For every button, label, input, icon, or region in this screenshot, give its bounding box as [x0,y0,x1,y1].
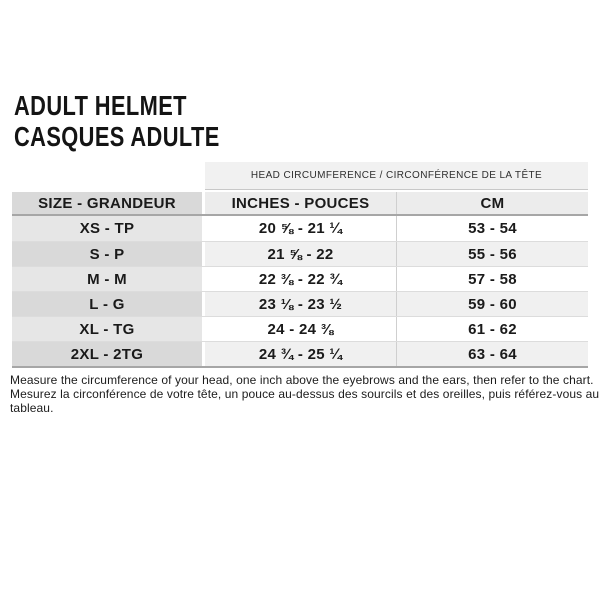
size-cell: L - G [12,292,205,316]
span-header-head-circumference: HEAD CIRCUMFERENCE / CIRCONFÉRENCE DE LA… [205,162,588,190]
size-cell: M - M [12,267,205,291]
cm-cell: 57 - 58 [396,267,588,291]
page-title: ADULT HELMET CASQUES ADULTE [14,90,220,152]
instruction-english: Measure the circumference of your head, … [10,373,594,387]
size-cell: 2XL - 2TG [12,342,205,366]
table-row-s: S - P 21 ⅝ - 22 55 - 56 [12,241,588,266]
inches-cell: 21 ⅝ - 22 [205,242,396,266]
table-row-xl: XL - TG 24 - 24 ⅜ 61 - 62 [12,316,588,341]
size-chart-table: HEAD CIRCUMFERENCE / CIRCONFÉRENCE DE LA… [12,162,588,368]
column-header-size: SIZE - GRANDEUR [12,192,205,214]
inches-cell: 24 - 24 ⅜ [205,317,396,341]
inches-cell: 20 ⅝ - 21 ¼ [205,216,396,241]
size-cell: XL - TG [12,317,205,341]
size-cell: S - P [12,242,205,266]
column-header-cm: CM [396,192,588,214]
table-row-xs: XS - TP 20 ⅝ - 21 ¼ 53 - 54 [12,216,588,241]
title-english: ADULT HELMET [14,90,187,121]
inches-cell: 23 ⅛ - 23 ½ [205,292,396,316]
cm-cell: 63 - 64 [396,342,588,366]
span-header-row: HEAD CIRCUMFERENCE / CIRCONFÉRENCE DE LA… [12,162,588,190]
span-header-spacer [12,162,205,190]
column-header-inches: INCHES - POUCES [205,192,396,214]
column-header-row: SIZE - GRANDEUR INCHES - POUCES CM [12,192,588,216]
inches-cell: 22 ⅜ - 22 ¾ [205,267,396,291]
cm-cell: 53 - 54 [396,216,588,241]
inches-cell: 24 ¾ - 25 ¼ [205,342,396,366]
table-row-l: L - G 23 ⅛ - 23 ½ 59 - 60 [12,291,588,316]
measuring-instructions: Measure the circumference of your head, … [10,373,600,415]
size-cell: XS - TP [12,216,205,241]
title-french: CASQUES ADULTE [14,121,220,152]
cm-cell: 61 - 62 [396,317,588,341]
cm-cell: 55 - 56 [396,242,588,266]
instruction-french: Mesurez la circonférence de votre tête, … [10,387,600,415]
cm-cell: 59 - 60 [396,292,588,316]
table-row-2xl: 2XL - 2TG 24 ¾ - 25 ¼ 63 - 64 [12,341,588,366]
table-row-m: M - M 22 ⅜ - 22 ¾ 57 - 58 [12,266,588,291]
